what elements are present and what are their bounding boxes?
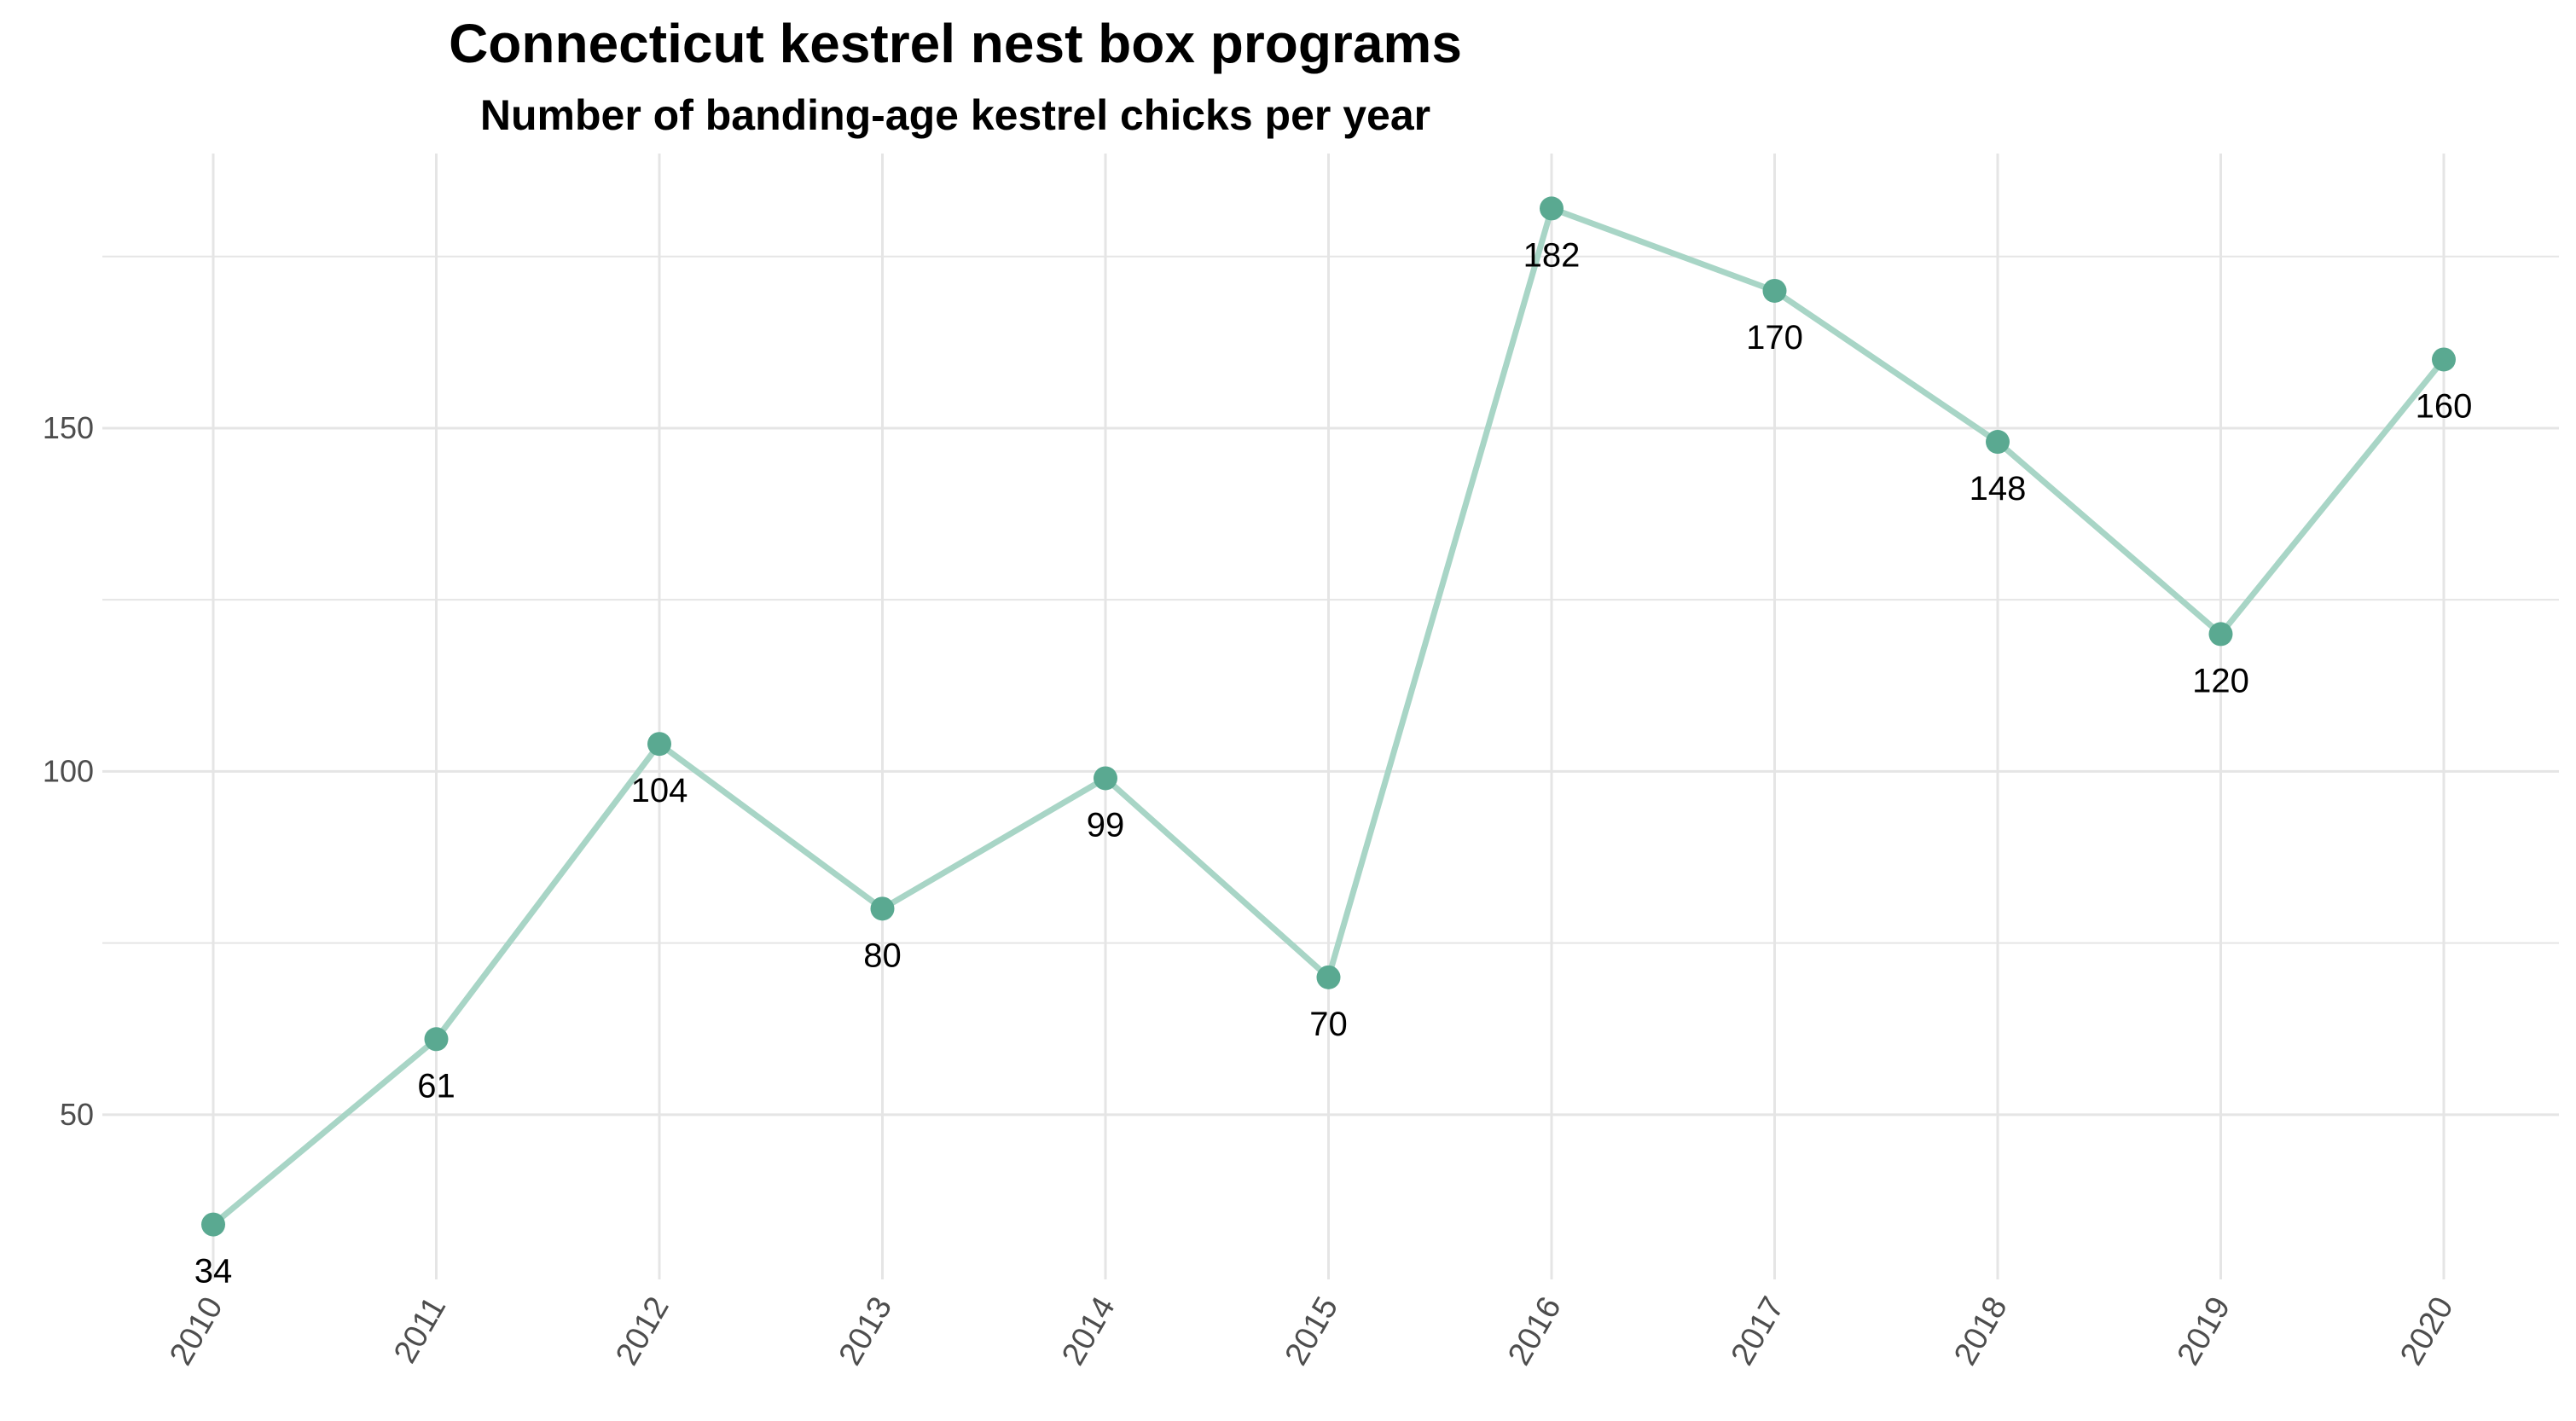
grid [102,154,2559,1279]
data-point [201,1212,225,1237]
data-label: 120 [2192,662,2249,699]
x-tick-label: 2015 [1279,1291,1346,1372]
axes: 50 100 150 2010 2011 2012 2013 2014 2015 2016 2017… [43,410,2461,1372]
data-point [1316,965,1341,989]
x-tick-label: 2014 [1055,1291,1123,1372]
chart-subtitle: Number of banding-age kestrel chicks per… [479,91,1431,139]
data-point [1094,766,1117,791]
data-label: 148 [1970,470,2027,508]
labels: 34 61 104 80 99 70 182 170 148 120 160 [194,236,2473,1290]
data-label: 160 [2416,387,2473,425]
x-tick-label: 2020 [2393,1291,2461,1372]
data-label: 70 [1309,1006,1348,1043]
data-label: 80 [863,937,902,974]
data-point [647,732,671,757]
y-tick-label: 150 [43,410,94,445]
x-tick-label: 2012 [609,1291,676,1372]
data-label: 182 [1523,236,1581,274]
data-point [1986,430,2010,455]
data-point [424,1027,449,1052]
x-tick-label: 2013 [833,1291,900,1372]
series [201,196,2456,1237]
data-label: 61 [417,1067,455,1105]
x-tick-label: 2011 [387,1291,453,1370]
data-label: 34 [194,1253,233,1290]
x-tick-label: 2010 [163,1291,230,1372]
data-point [870,896,895,921]
data-point [2208,622,2233,647]
x-tick-label: 2017 [1725,1291,1792,1372]
data-point [1540,196,1564,221]
data-label: 170 [1746,319,1803,357]
y-tick-label: 50 [60,1097,94,1132]
x-tick-label: 2016 [1501,1291,1569,1372]
x-tick-label: 2019 [2171,1291,2238,1372]
data-label: 99 [1087,806,1125,844]
data-point [2432,347,2456,372]
x-tick-label: 2018 [1947,1291,2015,1372]
data-point [1762,278,1787,303]
data-label: 104 [631,772,688,809]
y-tick-label: 100 [43,753,94,788]
chart-title: Connecticut kestrel nest box programs [449,13,1462,74]
